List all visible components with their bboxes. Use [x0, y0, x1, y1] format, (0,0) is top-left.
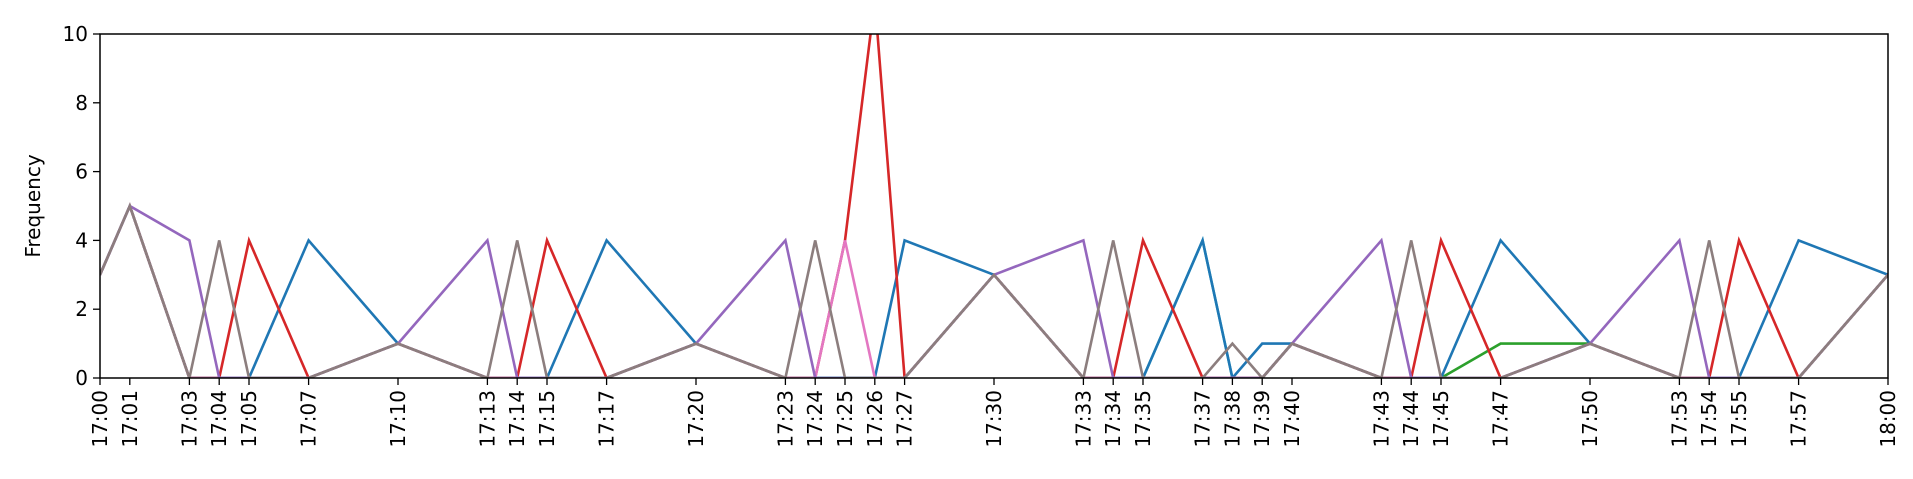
x-tick-label: 17:01 — [118, 390, 142, 448]
x-tick-label: 17:57 — [1787, 390, 1811, 448]
x-tick-label: 17:54 — [1697, 390, 1721, 448]
x-tick-label: 17:45 — [1429, 390, 1453, 448]
x-tick-label: 17:55 — [1727, 390, 1751, 448]
x-tick-label: 17:00 — [88, 390, 112, 448]
series-layer — [100, 34, 1888, 378]
x-tick-label: 17:37 — [1191, 390, 1215, 448]
x-tick-label: 17:33 — [1071, 390, 1095, 448]
x-tick-label: 17:05 — [237, 390, 261, 448]
x-tick-label: 17:38 — [1220, 390, 1244, 448]
x-tick-label: 17:13 — [475, 390, 499, 448]
x-tick-label: 17:44 — [1399, 390, 1423, 448]
y-tick-label: 10 — [63, 22, 88, 46]
series-line-7 — [100, 202, 1888, 378]
x-tick-label: 17:35 — [1131, 390, 1155, 448]
series-line-4 — [100, 34, 1888, 378]
y-tick-label: 4 — [75, 228, 88, 252]
x-tick-label: 17:53 — [1667, 390, 1691, 448]
series-line-2 — [100, 202, 1888, 378]
y-tick-label: 2 — [75, 297, 88, 321]
x-tick-label: 17:43 — [1369, 390, 1393, 448]
x-tick-label: 17:26 — [863, 390, 887, 448]
series-line-1 — [100, 202, 1888, 378]
x-tick-label: 17:40 — [1280, 390, 1304, 448]
x-tick-label: 17:30 — [982, 390, 1006, 448]
series-line-5 — [100, 202, 1888, 378]
x-tick-label: 17:47 — [1489, 390, 1513, 448]
x-tick-label: 17:25 — [833, 390, 857, 448]
y-tick-label: 8 — [75, 91, 88, 115]
y-tick-label: 6 — [75, 160, 88, 184]
x-axis: 17:00 17:01 17:03 17:04 17:05 17:07 17:10 17:13… — [88, 378, 1900, 448]
series-line-3 — [100, 202, 1888, 378]
x-tick-label: 17:14 — [505, 390, 529, 448]
x-tick-label: 17:04 — [207, 390, 231, 448]
x-tick-label: 17:34 — [1101, 390, 1125, 448]
x-tick-label: 18:00 — [1876, 390, 1900, 448]
x-tick-label: 17:10 — [386, 390, 410, 448]
plot-frame — [99, 33, 1889, 379]
x-tick-label: 17:17 — [595, 390, 619, 448]
series-line-6 — [100, 204, 1888, 378]
x-tick-label: 17:07 — [297, 390, 321, 448]
y-axis: 0 2 4 6 8 10 — [63, 22, 100, 390]
x-tick-label: 17:24 — [803, 390, 827, 448]
y-tick-label: 0 — [75, 366, 88, 390]
x-tick-label: 17:27 — [893, 390, 917, 448]
x-tick-label: 17:23 — [773, 390, 797, 448]
x-tick-label: 17:03 — [177, 390, 201, 448]
x-tick-label: 17:50 — [1578, 390, 1602, 448]
x-tick-label: 17:39 — [1250, 390, 1274, 448]
x-tick-label: 17:20 — [684, 390, 708, 448]
y-axis-label: Frequency — [21, 154, 45, 257]
x-tick-label: 17:15 — [535, 390, 559, 448]
